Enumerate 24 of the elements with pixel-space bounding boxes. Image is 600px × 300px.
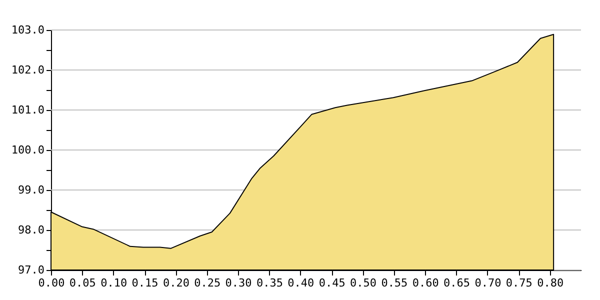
x-tick-label: 0.15 bbox=[132, 276, 158, 290]
x-tick-label: 0.65 bbox=[444, 276, 470, 290]
y-tick-label: 99.0 bbox=[18, 184, 44, 196]
x-tick-label: 0.10 bbox=[100, 276, 128, 290]
y-tick-label: 103.0 bbox=[11, 24, 44, 36]
x-tick-label: 0.20 bbox=[162, 276, 190, 290]
y-tick-label: 100.0 bbox=[11, 144, 44, 156]
y-tick-label: 102.0 bbox=[11, 64, 44, 76]
x-tick-label: 0.35 bbox=[256, 276, 283, 290]
x-tick-label: 0.60 bbox=[412, 276, 439, 290]
x-tick-label: 0.45 bbox=[318, 276, 346, 290]
x-tick-label: 0.05 bbox=[69, 276, 96, 290]
x-tick-label: 0.25 bbox=[194, 276, 221, 290]
x-tick-label: 0.30 bbox=[225, 276, 252, 290]
x-tick-label: 0.00 bbox=[38, 276, 65, 290]
y-tick-label: 101.0 bbox=[11, 104, 44, 116]
x-tick-label: 0.80 bbox=[537, 276, 564, 290]
x-tick-label: 0.40 bbox=[288, 276, 314, 290]
x-tick-label: 0.55 bbox=[381, 276, 408, 290]
x-tick-label: 0.50 bbox=[350, 276, 377, 290]
y-tick-label: 97.0 bbox=[18, 264, 44, 276]
y-tick-label: 98.0 bbox=[18, 224, 44, 236]
x-tick-label: 0.75 bbox=[506, 276, 532, 290]
x-tick-label: 0.70 bbox=[474, 276, 502, 290]
